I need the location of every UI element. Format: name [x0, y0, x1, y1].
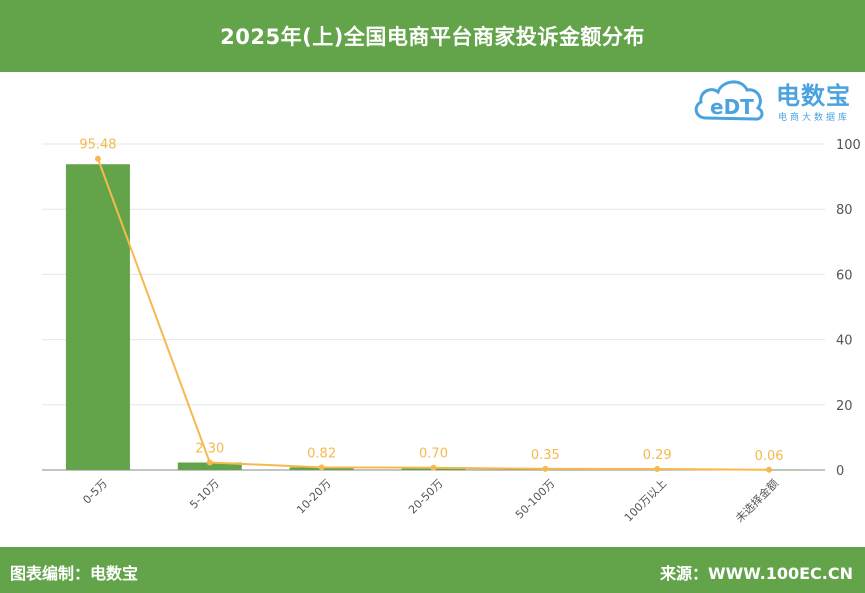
data-label: 0.70	[419, 447, 448, 462]
logo-badge: eDT	[710, 95, 754, 119]
line-point	[318, 464, 325, 471]
x-tick-label: 未选择金额	[732, 476, 781, 525]
data-label: 0.29	[643, 448, 672, 463]
chart-title: 2025年(上)全国电商平台商家投诉金额分布	[220, 25, 645, 49]
y-tick-label: 100	[836, 138, 861, 153]
chart-area: 0 20 40 60 80 100 95.48 2.30 0.82 0.70 0.35 0.29 0.0…	[0, 126, 865, 546]
data-label: 95.48	[79, 138, 116, 153]
footer-source: 来源：WWW.100EC.CN	[659, 564, 853, 583]
x-tick-label: 50-100万	[513, 477, 558, 522]
logo-tagline: 电商大数据库	[778, 113, 851, 123]
line-point	[430, 464, 437, 471]
x-tick-label: 10-20万	[294, 477, 334, 517]
logo-brand: 电数宝	[776, 82, 851, 110]
line-point	[542, 465, 549, 472]
data-label: 0.35	[531, 448, 560, 463]
header-bar: 2025年(上)全国电商平台商家投诉金额分布	[0, 0, 865, 72]
data-label: 0.06	[755, 449, 784, 464]
y-tick-label: 60	[836, 268, 853, 283]
combo-chart: 0 20 40 60 80 100 95.48 2.30 0.82 0.70 0.35 0.29 0.0…	[42, 138, 861, 525]
x-tick-label: 0-5万	[80, 477, 110, 507]
data-label: 2.30	[195, 442, 224, 457]
x-tick-label: 100万以上	[622, 477, 669, 524]
data-label: 0.82	[307, 446, 336, 461]
line-point	[206, 459, 213, 466]
y-tick-label: 20	[836, 399, 853, 414]
line-point	[766, 466, 773, 473]
x-tick-label: 20-50万	[406, 477, 446, 517]
x-tick-label: 5-10万	[187, 477, 222, 512]
y-tick-label: 80	[836, 203, 853, 218]
bar	[65, 164, 130, 470]
series-line	[96, 158, 770, 471]
line-point	[94, 155, 101, 162]
cloud-logo-icon: eDT	[694, 80, 764, 121]
bar	[177, 462, 242, 470]
y-tick-label: 40	[836, 334, 853, 349]
line-point	[654, 466, 661, 473]
logo: eDT 电数宝 电商大数据库	[692, 72, 862, 126]
footer-bar: 图表编制：电数宝 来源：WWW.100EC.CN	[0, 547, 865, 593]
y-tick-label: 0	[836, 464, 844, 479]
footer-credit: 图表编制：电数宝	[10, 564, 139, 583]
